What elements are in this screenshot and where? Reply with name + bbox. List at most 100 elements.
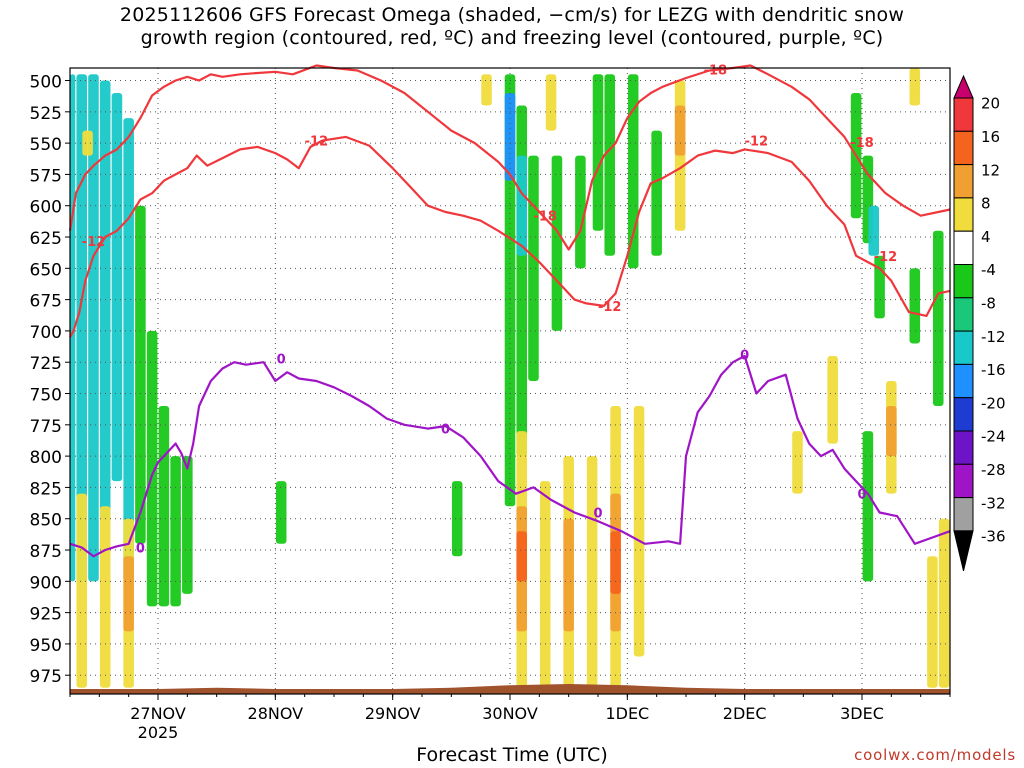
colorbar-label: 16 — [981, 128, 1000, 146]
colorbar-label: -36 — [981, 528, 1006, 546]
y-tick-label: 925 — [30, 605, 62, 625]
omega-cell — [275, 481, 287, 544]
contour-labels-layer: -12 -12 -18 -12 -18 -12 -18 -12 0 0 0 0 0 0 — [82, 63, 898, 556]
y-tick-label: 575 — [30, 166, 62, 186]
y-tick-label: 975 — [30, 667, 62, 687]
colorbar-label: -32 — [981, 494, 1006, 512]
omega-cell — [651, 130, 662, 256]
y-tick-label: 600 — [30, 198, 62, 218]
contour-label: 0 — [136, 542, 145, 557]
omega-cell — [674, 105, 686, 156]
omega-cell — [516, 155, 528, 256]
omega-cell — [170, 456, 181, 607]
x-tick-sublabel: 2025 — [138, 723, 179, 742]
colorbar-label: -20 — [981, 394, 1006, 412]
omega-shading-layer — [70, 68, 950, 688]
omega-cell — [586, 456, 598, 688]
contour-label: 0 — [857, 488, 866, 503]
colorbar-label: -16 — [981, 361, 1006, 379]
omega-cell — [575, 155, 586, 269]
y-tick-label: 875 — [30, 542, 62, 562]
colorbar-label: 8 — [981, 195, 991, 213]
colorbar-label: 20 — [981, 95, 1000, 113]
y-tick-label: 550 — [30, 135, 62, 155]
colorbar-legend: 20 16 12 8 4 -4 -8 -12 -16 -20 -24 -28 -32 -36 — [953, 74, 1006, 572]
omega-cell — [528, 155, 539, 381]
omega-cell — [551, 155, 563, 331]
omega-cell — [633, 406, 645, 657]
colorbar-bin — [953, 397, 974, 432]
y-tick-label: 775 — [30, 417, 62, 437]
colorbar-bin — [953, 164, 974, 199]
omega-cell — [604, 74, 616, 256]
omega-cell — [451, 481, 463, 557]
omega-cell — [545, 74, 557, 131]
colorbar-bottom-arrow — [953, 530, 974, 572]
omega-cell — [862, 431, 874, 582]
omega-cell — [827, 355, 838, 444]
omega-cell — [146, 330, 158, 607]
omega-cell — [868, 205, 880, 256]
contour-label: -18 — [533, 210, 557, 225]
x-tick-label: 2DEC — [723, 704, 767, 723]
x-tick-label: 27NOV — [130, 704, 186, 723]
terrain-layer — [70, 683, 950, 694]
omega-cell — [909, 268, 921, 344]
omega-cell — [88, 74, 99, 582]
contour-label: -12 — [82, 235, 106, 250]
omega-cell — [539, 481, 551, 688]
chart-title-line-2: growth region (contoured, red, ºC) and f… — [140, 27, 884, 49]
y-tick-label: 675 — [30, 292, 62, 312]
x-tick-label: 30NOV — [482, 704, 538, 723]
omega-cell — [111, 93, 123, 482]
omega-cell — [792, 431, 803, 494]
colorbar-label: -4 — [981, 261, 996, 279]
omega-cell — [610, 531, 621, 594]
y-tick-label: 800 — [30, 448, 62, 468]
x-tick-label: 28NOV — [248, 704, 304, 723]
x-tick-label: 1DEC — [605, 704, 649, 723]
y-tick-label: 625 — [30, 229, 62, 249]
omega-cell — [516, 531, 528, 582]
omega-cell — [504, 93, 516, 181]
omega-cell — [886, 406, 897, 457]
colorbar-label: 4 — [981, 228, 991, 246]
contour-lines-layer — [68, 64, 951, 558]
colorbar-bin — [953, 463, 974, 499]
credit-text: coolwx.com/models — [854, 746, 1016, 764]
y-tick-label: 725 — [30, 354, 62, 374]
colorbar-bin — [953, 230, 974, 265]
omega-cell — [135, 205, 146, 544]
omega-cell — [938, 518, 950, 688]
omega-cell — [932, 230, 944, 407]
y-tick-label: 500 — [30, 73, 62, 93]
colorbar-bin — [953, 430, 974, 465]
omega-cell — [909, 68, 921, 106]
y-tick-label: 525 — [30, 104, 62, 124]
y-axis: 500 525 550 575 600 625 650 675 700 725 750 775 800 8… — [30, 73, 70, 687]
colorbar-bin — [953, 330, 974, 365]
omega-cell — [927, 556, 938, 688]
omega-cell — [182, 456, 193, 594]
contour-label: 0 — [277, 352, 286, 367]
contour-label: -12 — [745, 135, 769, 150]
omega-cell — [82, 130, 93, 156]
y-tick-label: 650 — [30, 260, 62, 280]
contour-label: -18 — [850, 136, 874, 151]
terrain-area — [70, 683, 950, 694]
isotherm-minus-18-line — [68, 64, 951, 251]
y-tick-label: 850 — [30, 511, 62, 531]
omega-cell — [99, 506, 111, 688]
x-axis-title: Forecast Time (UTC) — [416, 744, 608, 766]
freezing-level-line — [69, 354, 951, 558]
colorbar-label: -28 — [981, 461, 1006, 479]
colorbar-label: 12 — [981, 161, 1000, 179]
chart-title: 2025112606 GFS Forecast Omega (shaded, −… — [0, 4, 1024, 50]
y-tick-label: 700 — [30, 323, 62, 343]
omega-cell — [563, 518, 574, 632]
colorbar-label: -24 — [981, 428, 1006, 446]
contour-label: -12 — [305, 135, 329, 150]
colorbar-top-arrow — [953, 74, 974, 99]
colorbar-bin — [953, 197, 974, 232]
omega-cell — [627, 74, 639, 269]
